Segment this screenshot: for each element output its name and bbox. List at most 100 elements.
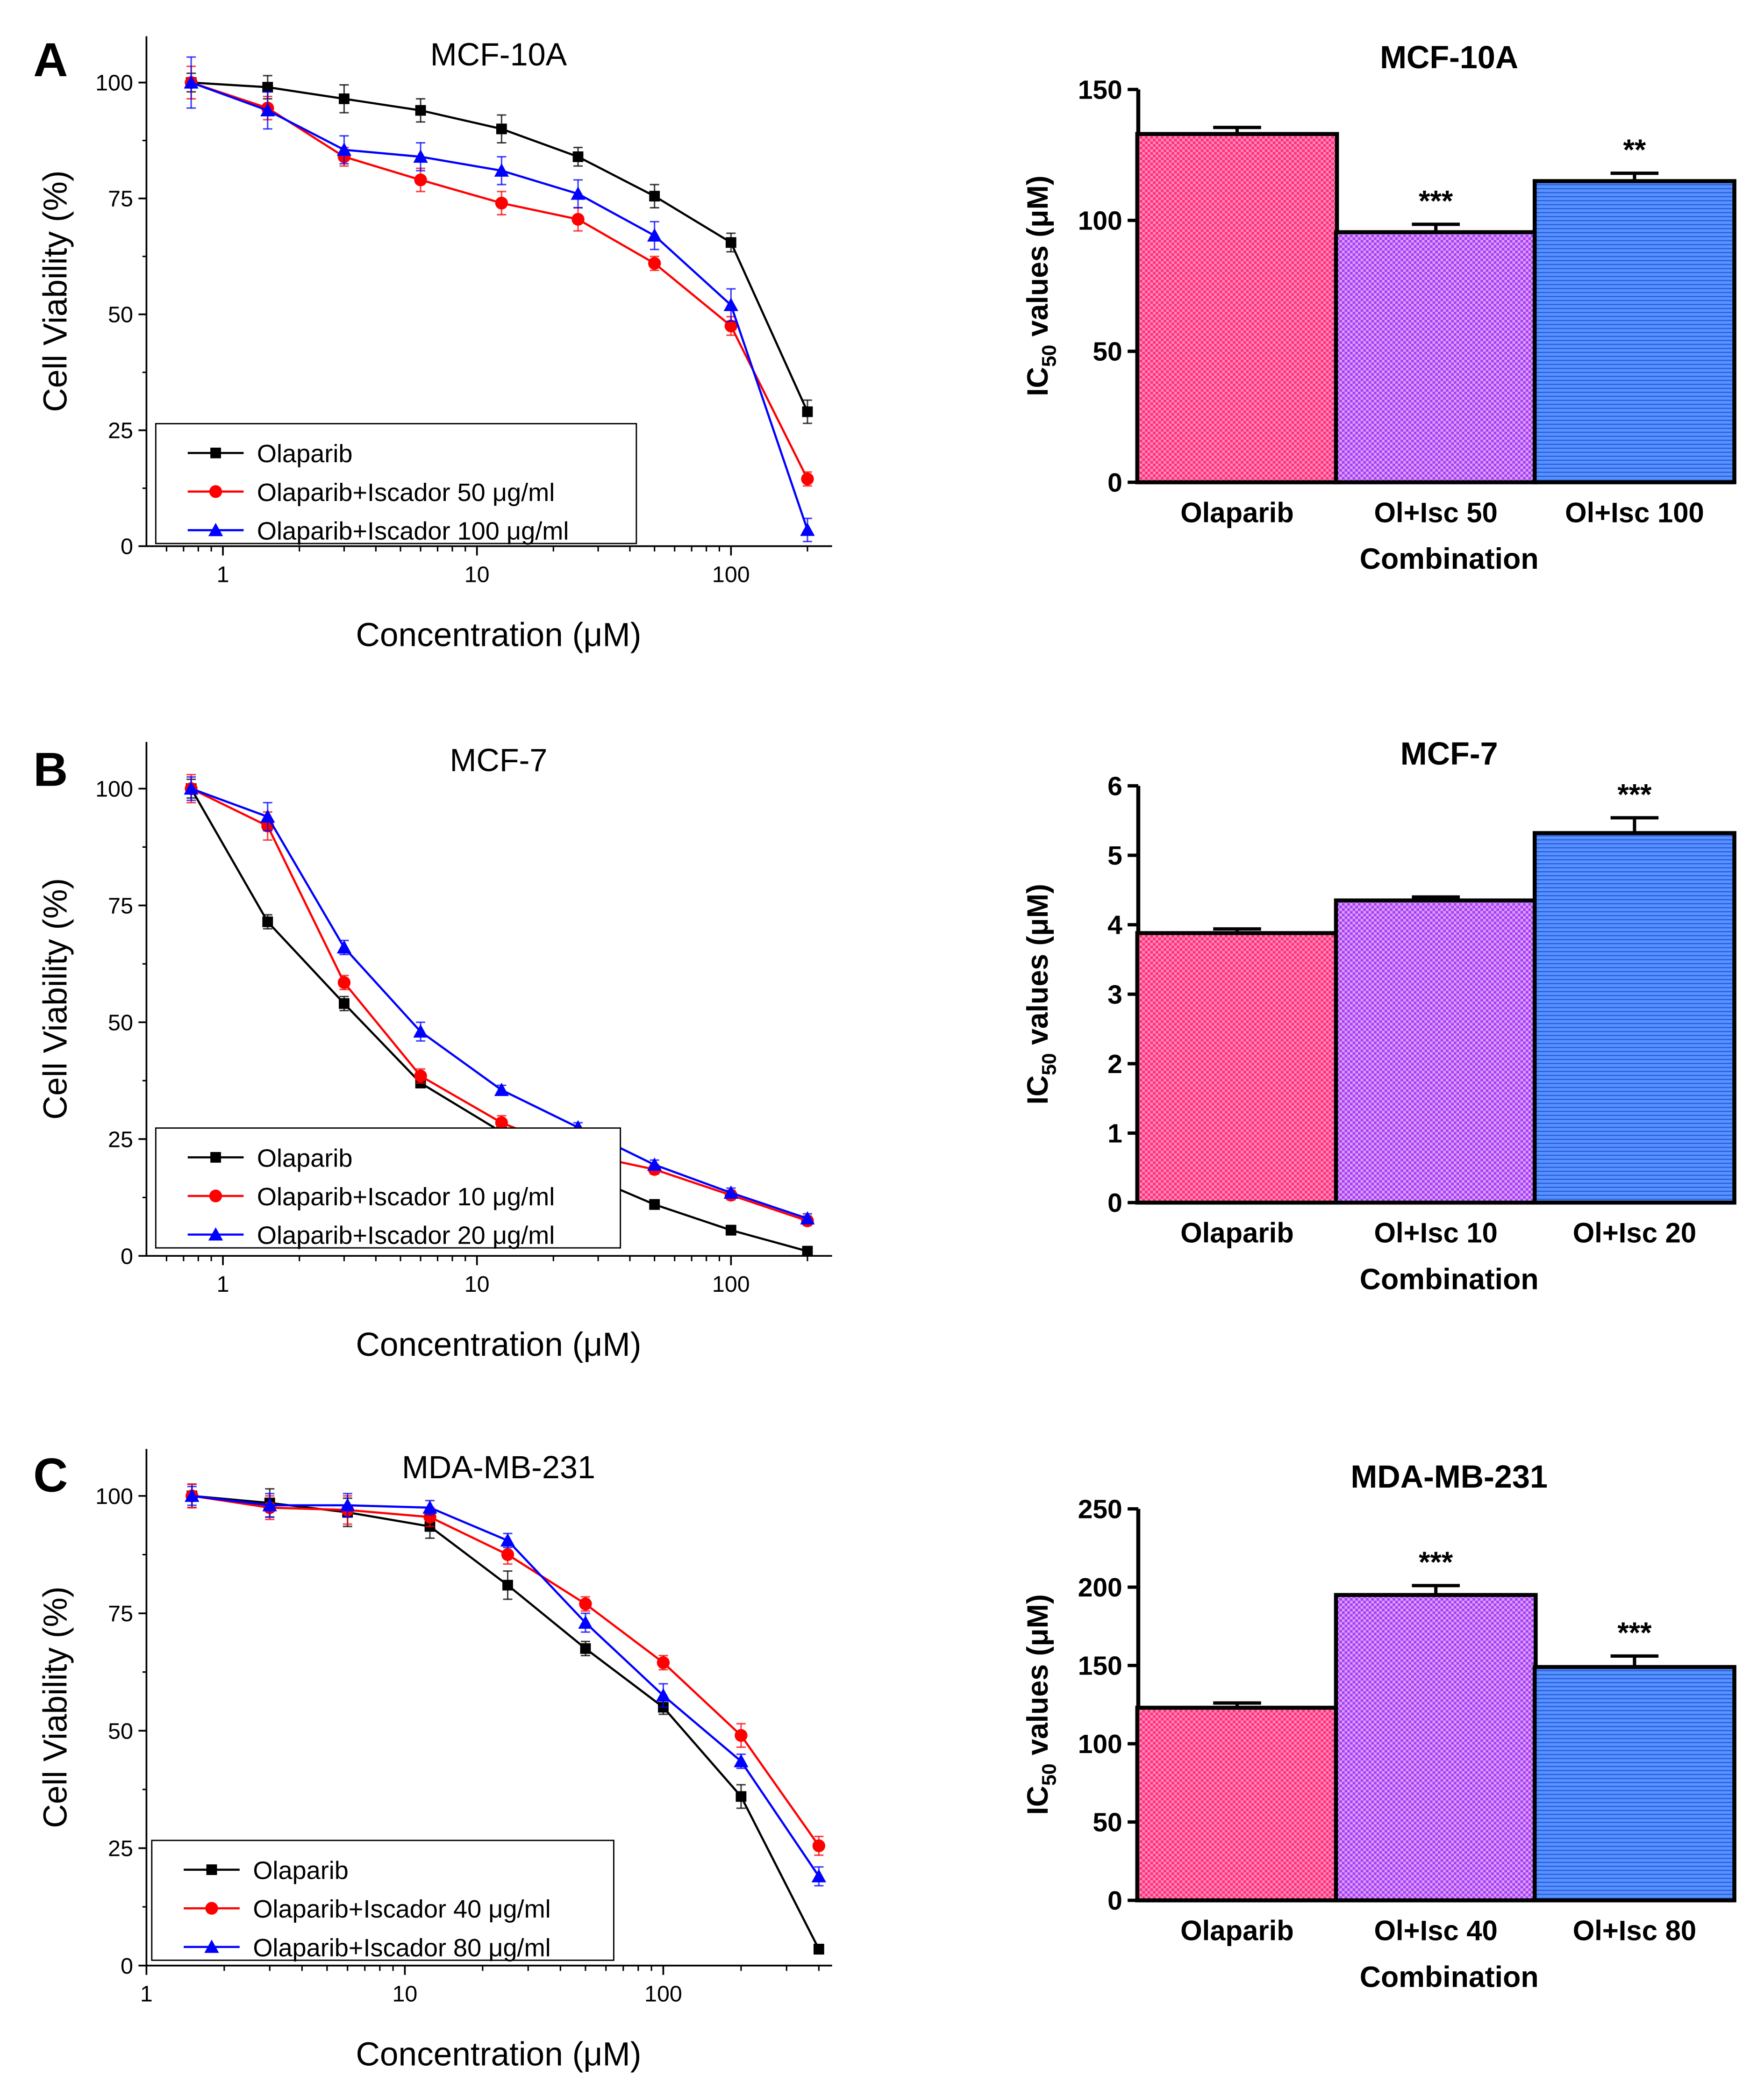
- y-tick-label: 1: [1107, 1119, 1122, 1149]
- y-tick-label: 50: [1093, 1808, 1122, 1838]
- series-line: [192, 1495, 820, 1847]
- data-point: [657, 1656, 670, 1669]
- data-point: [647, 1157, 662, 1171]
- bar: [1135, 1705, 1339, 1903]
- legend-marker: [210, 447, 221, 458]
- series-3: [184, 56, 815, 543]
- legend: Olaparib Olaparib+Iscador 50 μg/ml Olapari…: [155, 423, 637, 545]
- y-tick-label: 50: [1093, 337, 1122, 367]
- bar: [1532, 1665, 1736, 1903]
- y-tick-label: 150: [1078, 1651, 1122, 1681]
- data-point: [496, 123, 507, 135]
- category-label: Ol+Isc 50: [1374, 497, 1497, 528]
- line-chart-mda-mb-231: 0 25 50 75 100 1 10 100 MDA-MB-231 Concentration …: [37, 1449, 832, 2073]
- x-tick-label: 10: [392, 1982, 417, 2007]
- legend-label: Olaparib: [257, 440, 353, 468]
- legend-label: Olaparib+Iscador 20 μg/ml: [257, 1222, 555, 1250]
- data-point: [734, 1754, 749, 1768]
- series-3: [185, 1486, 827, 1887]
- x-tick-label: 1: [217, 1272, 229, 1297]
- category-label: Ol+Isc 10: [1374, 1217, 1497, 1249]
- data-point: [800, 1211, 815, 1225]
- y-axis-label: Cell Viability (%): [37, 170, 74, 412]
- y-axis-label-part: IC: [1021, 1786, 1054, 1815]
- x-axis-label: Concentration (μM): [356, 1326, 641, 1363]
- line-chart-mcf-7: 0 25 50 75 100 1 10 100 MCF-7 Concentration (μM) C…: [37, 742, 832, 1363]
- data-point: [802, 1246, 813, 1257]
- line-chart-mcf-10a: 0 25 50 75 100 1 10 100 MCF-10A Concentration (μM…: [37, 36, 832, 653]
- y-axis-label: Cell Viability (%): [37, 1586, 74, 1828]
- legend-marker: [209, 1189, 222, 1203]
- category-label: Olaparib: [1180, 497, 1294, 528]
- data-point: [725, 1224, 736, 1236]
- y-axis-label: IC50 values (μM): [1021, 175, 1060, 396]
- y-tick-label: 5: [1107, 841, 1122, 871]
- y-tick-label: 0: [1107, 1886, 1122, 1916]
- x-axis-label: Combination: [1360, 543, 1539, 575]
- x-tick-label: 1: [217, 562, 229, 587]
- chart-title: MCF-7: [450, 743, 548, 778]
- legend-marker: [204, 1940, 219, 1953]
- category-label: Ol+Isc 80: [1573, 1915, 1696, 1947]
- y-tick-label: 50: [108, 302, 133, 328]
- x-tick-label: 10: [464, 1272, 490, 1297]
- y-axis-label-part: IC: [1021, 1075, 1054, 1105]
- data-point: [812, 1839, 826, 1853]
- data-point: [647, 228, 662, 242]
- y-tick-label: 25: [108, 418, 133, 444]
- y-tick-label: 2: [1107, 1049, 1122, 1079]
- significance-label: ***: [1419, 1546, 1453, 1579]
- y-tick-label: 150: [1078, 75, 1122, 105]
- data-point: [413, 1024, 428, 1038]
- x-axis-label: Concentration (μM): [356, 2036, 641, 2073]
- data-point: [501, 1548, 514, 1561]
- chart-title: MCF-7: [1400, 736, 1498, 772]
- data-point: [735, 1729, 748, 1742]
- legend-label: Olaparib: [253, 1857, 349, 1885]
- y-tick-label: 0: [121, 1244, 133, 1269]
- bar: [1135, 132, 1339, 485]
- chart-title: MCF-10A: [1380, 40, 1518, 75]
- data-point: [571, 186, 586, 200]
- data-point: [580, 1643, 591, 1654]
- bar: [1334, 1593, 1538, 1903]
- legend-marker: [206, 1864, 217, 1875]
- legend-label: Olaparib+Iscador 10 μg/ml: [257, 1183, 555, 1211]
- y-axis-label: IC50 values (μM): [1021, 1594, 1060, 1815]
- data-point: [413, 149, 428, 163]
- data-point: [339, 93, 350, 104]
- y-axis-label-part: 50: [1038, 1053, 1060, 1075]
- bar: [1135, 931, 1339, 1205]
- series-line: [191, 81, 809, 480]
- bar-chart-mcf-7: 0 1 2 3 4 5 6 MCF-7 Combination IC50 values (μM) O…: [1021, 736, 1736, 1296]
- x-axis-label: Combination: [1360, 1263, 1539, 1296]
- data-point: [811, 1869, 827, 1883]
- data-point: [495, 1116, 508, 1129]
- data-point: [423, 1510, 436, 1524]
- y-tick-label: 3: [1107, 980, 1122, 1009]
- data-point: [736, 1791, 747, 1802]
- category-label: Ol+Isc 40: [1374, 1915, 1497, 1947]
- data-point: [185, 1489, 200, 1502]
- panel-letter-b: B: [33, 742, 68, 796]
- legend-marker: [208, 523, 223, 537]
- y-tick-label: 100: [1078, 206, 1122, 236]
- y-tick-label: 100: [95, 71, 133, 96]
- bar: [1334, 898, 1538, 1205]
- data-point: [801, 472, 814, 486]
- category-label: Ol+Isc 20: [1573, 1217, 1696, 1249]
- data-point: [495, 196, 508, 210]
- data-point: [725, 237, 736, 248]
- data-point: [339, 998, 350, 1009]
- x-tick-label: 10: [464, 562, 490, 587]
- y-axis-label: IC50 values (μM): [1021, 884, 1060, 1104]
- data-point: [579, 1597, 592, 1611]
- significance-label: ***: [1419, 185, 1453, 217]
- data-point: [648, 257, 661, 270]
- x-axis-label: Combination: [1360, 1961, 1539, 1993]
- data-point: [422, 1500, 437, 1514]
- data-point: [336, 142, 352, 156]
- data-point: [500, 1533, 515, 1547]
- legend-box: [151, 1840, 614, 1961]
